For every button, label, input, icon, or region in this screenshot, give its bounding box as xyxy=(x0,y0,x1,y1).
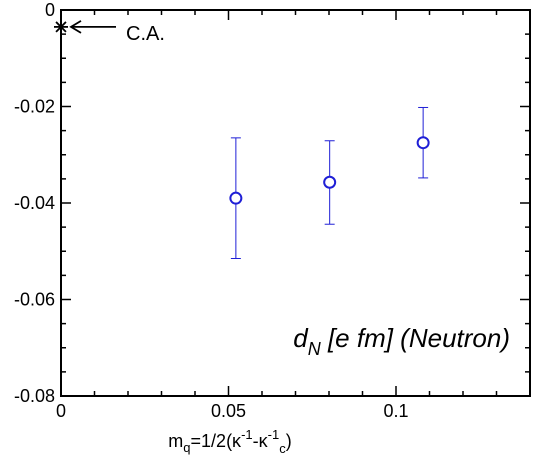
annotation-ca: C.A. xyxy=(54,19,165,45)
x-tick-label: 0.05 xyxy=(211,401,246,421)
data-point xyxy=(416,136,430,150)
xlabel-sup1: -1 xyxy=(241,427,253,442)
data-point xyxy=(229,191,243,205)
xlabel-sub-q: q xyxy=(183,440,190,455)
xlabel-eq: =1/2(κ xyxy=(191,431,243,451)
xlabel-sub-c: c xyxy=(279,441,286,456)
xlabel-mid: -κ xyxy=(253,431,269,451)
xlabel-prefix: m xyxy=(168,431,183,451)
xlabel-sup2: -1 xyxy=(268,427,280,442)
inner-label-main: d xyxy=(293,323,309,353)
y-tick-label: -0.04 xyxy=(14,193,55,213)
x-axis-label: mq=1/2(κ-1-κ-1c) xyxy=(168,427,291,456)
annotation-text: C.A. xyxy=(126,23,165,45)
chart-inner-label: dN [e fm] (Neutron) xyxy=(293,323,510,359)
x-tick-label: 0 xyxy=(56,401,66,421)
asterisk-stroke xyxy=(55,21,67,33)
y-tick-label: -0.02 xyxy=(14,97,55,117)
data-point xyxy=(323,175,337,189)
inner-label-rest: [e fm] (Neutron) xyxy=(321,323,510,353)
arrow-head-icon xyxy=(69,20,82,34)
y-tick-label: -0.06 xyxy=(14,290,55,310)
x-tick-label: 0.1 xyxy=(383,401,408,421)
y-tick-label: -0.08 xyxy=(14,386,55,406)
y-tick-label: 0 xyxy=(45,0,55,20)
asterisk-marker xyxy=(54,19,68,34)
inner-label-sub: N xyxy=(308,339,322,359)
chart-marks xyxy=(229,106,430,259)
xlabel-close: ) xyxy=(286,431,292,451)
axes: 0 0.05 0.1 0 -0.02 -0.04 -0.06 -0.08 xyxy=(14,0,531,421)
